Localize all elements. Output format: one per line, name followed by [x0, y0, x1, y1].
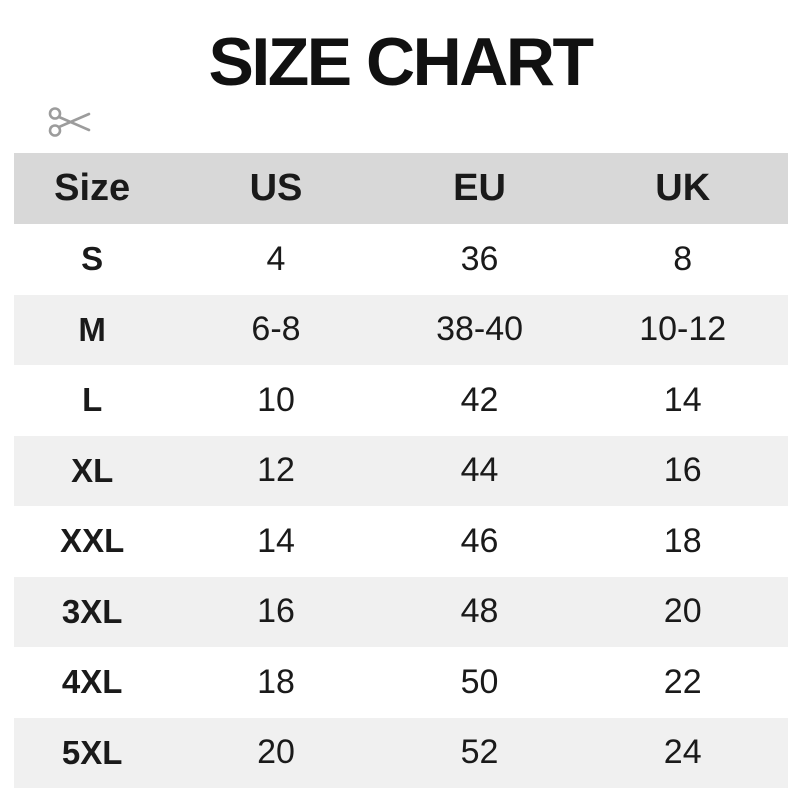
value-cell: 14 — [257, 521, 295, 560]
value-cell: 42 — [460, 380, 499, 419]
value-cell: 50 — [460, 662, 499, 701]
table-row: S 4 36 8 — [14, 224, 788, 295]
header-cell: EU — [453, 167, 506, 209]
size-cell: 3XL — [61, 592, 123, 630]
value-cell: 22 — [663, 662, 702, 701]
table-body: S 4 36 8 M 6-8 38-40 10-12 L 10 42 14 XL 12 44 16 XXL 14 4… — [14, 224, 788, 788]
value-cell: 16 — [257, 592, 295, 631]
cut-line — [0, 100, 800, 221]
value-cell: 46 — [460, 521, 499, 560]
value-cell: 18 — [663, 521, 702, 560]
table-row: 4XL 18 50 22 — [14, 647, 788, 718]
size-cell: 5XL — [61, 733, 123, 771]
value-cell: 12 — [257, 451, 295, 490]
value-cell: 36 — [460, 239, 499, 278]
size-cell: XXL — [60, 522, 125, 560]
size-cell: M — [78, 310, 106, 348]
value-cell: 18 — [257, 662, 295, 701]
value-cell: 20 — [257, 733, 295, 772]
table-row: 5XL 20 52 24 — [14, 717, 788, 788]
value-cell: 14 — [663, 380, 702, 419]
value-cell: 8 — [673, 239, 693, 278]
size-cell: 4XL — [61, 663, 123, 701]
size-cell: S — [81, 240, 104, 278]
value-cell: 24 — [663, 733, 702, 772]
size-cell: L — [82, 381, 103, 419]
header-cell: US — [249, 167, 303, 209]
value-cell: 16 — [663, 451, 702, 490]
size-table: Size US EU UK S 4 36 8 M 6-8 38-40 10-12 L 10 42 14 XL 1… — [14, 153, 788, 788]
table-header-row: Size US EU UK — [14, 153, 788, 224]
table-row: 3XL 16 48 20 — [14, 576, 788, 647]
value-cell: 48 — [460, 592, 499, 631]
table-row: M 6-8 38-40 10-12 — [14, 294, 788, 365]
scissors-icon — [48, 107, 91, 137]
table-row: XXL 14 46 18 — [14, 506, 788, 577]
value-cell: 4 — [266, 239, 286, 278]
page-title: SIZE CHART — [208, 24, 595, 100]
value-cell: 10 — [257, 380, 295, 419]
table-row: L 10 42 14 — [14, 365, 788, 436]
value-cell: 20 — [663, 592, 702, 631]
value-cell: 6-8 — [251, 310, 301, 349]
table-row: XL 12 44 16 — [14, 435, 788, 506]
value-cell: 10-12 — [639, 310, 727, 349]
value-cell: 38-40 — [436, 310, 524, 349]
header-cell: Size — [54, 167, 131, 209]
size-cell: XL — [71, 451, 114, 489]
value-cell: 44 — [460, 451, 499, 490]
header-cell: UK — [655, 167, 711, 209]
value-cell: 52 — [460, 733, 499, 772]
